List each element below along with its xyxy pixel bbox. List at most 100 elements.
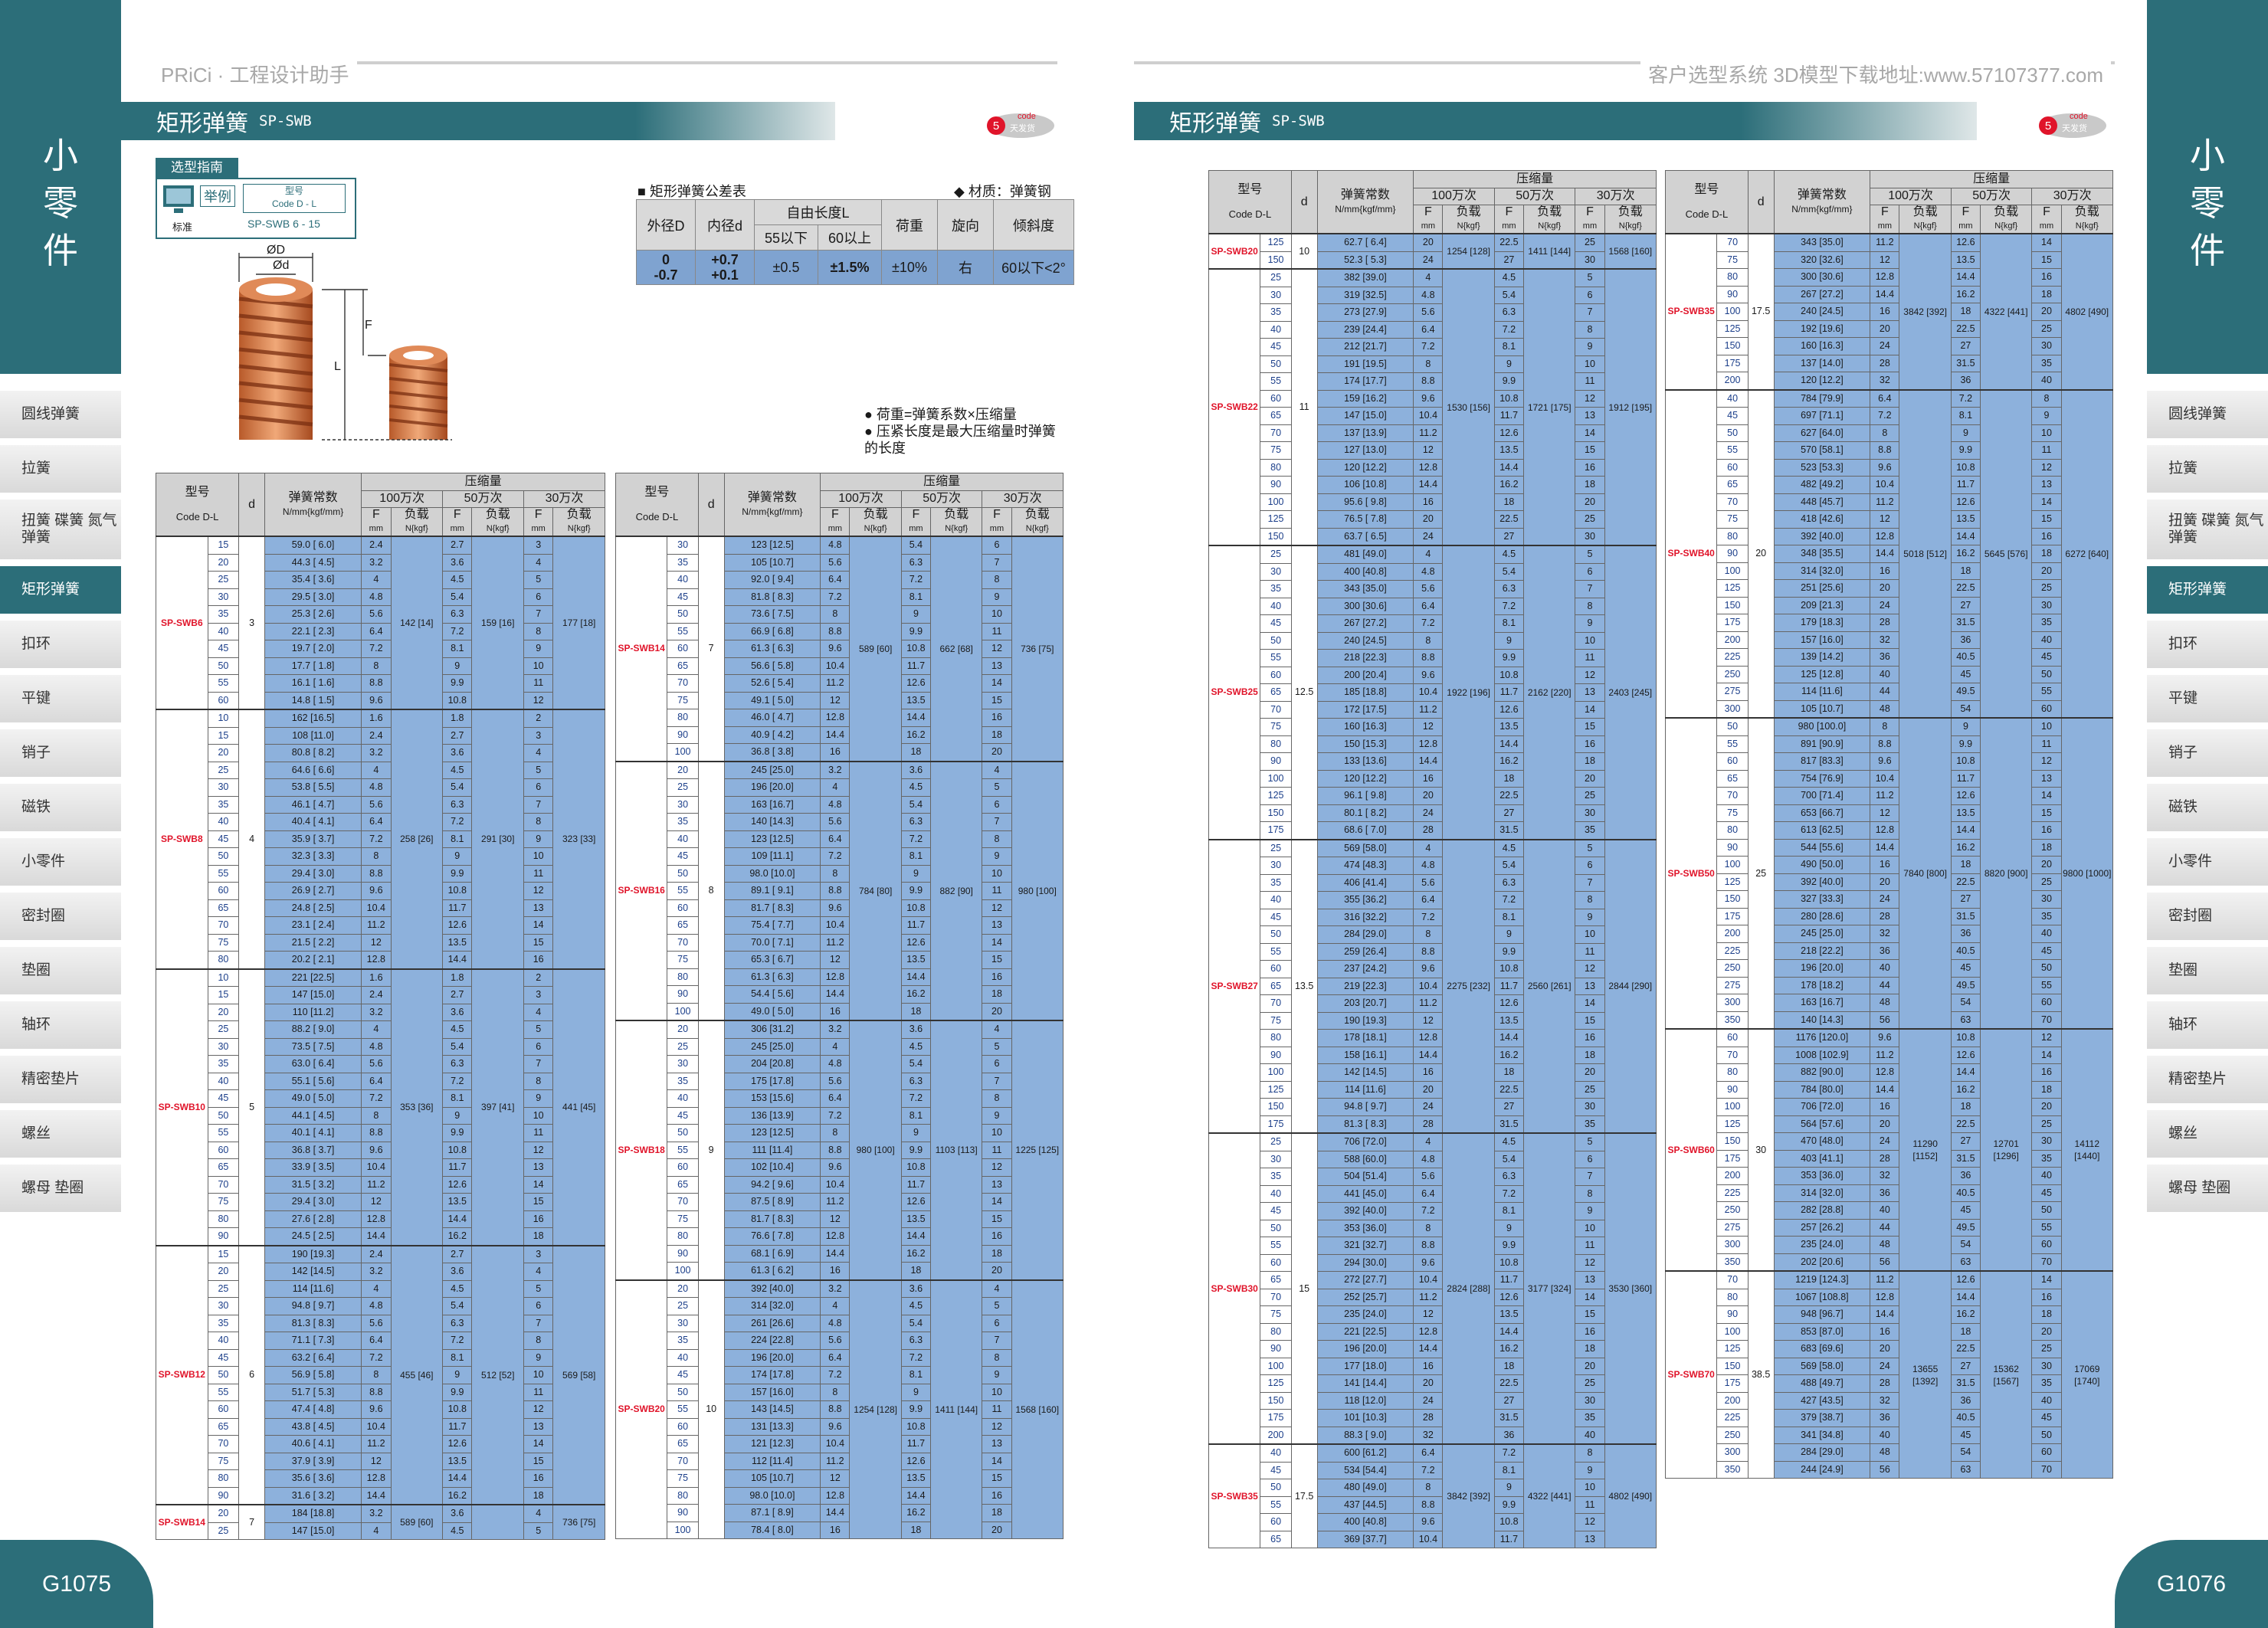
sidebar-item[interactable]: 轴环 xyxy=(0,1001,121,1049)
F-cell: 20 xyxy=(1413,1374,1444,1393)
table-row: 75 65.3 [ 6.7] 12 13.5 15 xyxy=(616,951,1064,969)
sidebar-item[interactable]: 精密垫片 xyxy=(2147,1056,2268,1103)
table-row: 125 141 [14.4] 20 22.5 25 xyxy=(1209,1374,1657,1393)
F-cell: 8.8 xyxy=(820,1141,850,1159)
F-cell: 16 xyxy=(523,951,554,969)
table-row: 60 817 [83.3] 9.6 10.8 12 xyxy=(1666,752,2113,771)
F-cell: 31.5 xyxy=(1493,1115,1525,1134)
sidebar-item[interactable]: 扣环 xyxy=(2147,621,2268,668)
rate-cell: 35.4 [ 3.6] xyxy=(264,571,362,589)
F-cell: 9.6 xyxy=(361,1400,392,1419)
sidebar-item[interactable]: 小零件 xyxy=(2147,838,2268,886)
rate-cell: 441 [45.0] xyxy=(1316,1184,1414,1203)
F-cell: 40.5 xyxy=(1950,1409,1981,1427)
F-cell: 5.4 xyxy=(1493,1150,1525,1168)
sidebar-item[interactable]: 小零件 xyxy=(0,838,121,886)
sidebar-item[interactable]: 磁铁 xyxy=(0,784,121,831)
sidebar-item[interactable]: 密封圈 xyxy=(0,893,121,940)
length-cell: 70 xyxy=(1260,994,1292,1013)
rate-cell: 81.8 [ 8.3] xyxy=(723,588,821,606)
rate-cell: 245 [25.0] xyxy=(723,760,821,779)
table-row: 55 40.1 [ 4.1] 8.8 9.9 11 xyxy=(156,1124,605,1142)
sidebar-item[interactable]: 圆线弹簧 xyxy=(2147,391,2268,438)
load-cell: 1568 [160] xyxy=(1604,233,1657,270)
rate-cell: 63.7 [ 6.5] xyxy=(1316,527,1414,546)
th-compression: 压缩量 xyxy=(1870,170,2113,188)
length-cell: 225 xyxy=(1716,942,1749,960)
sidebar-item[interactable]: 磁铁 xyxy=(2147,784,2268,831)
sidebar-item[interactable]: 垫圈 xyxy=(0,947,121,994)
F-cell: 3.6 xyxy=(900,1020,932,1039)
rate-cell: 282 [28.8] xyxy=(1773,1201,1871,1220)
load-cell: 1103 [113] xyxy=(929,1020,983,1280)
F-cell: 16 xyxy=(1870,1098,1900,1116)
F-cell: 7 xyxy=(982,1072,1012,1090)
F-cell: 8 xyxy=(361,1106,392,1125)
rate-cell: 240 [24.5] xyxy=(1316,631,1414,650)
rate-cell: 133 [13.6] xyxy=(1316,752,1414,771)
table-row: 80 76.6 [ 7.8] 12.8 14.4 16 xyxy=(616,1227,1064,1246)
tol-tilt: 60以下<2° xyxy=(993,250,1074,285)
sidebar-item[interactable]: 圆线弹簧 xyxy=(0,391,121,438)
sidebar-item[interactable]: 矩形弹簧 xyxy=(0,566,121,614)
length-cell: 20 xyxy=(207,1504,240,1523)
F-cell: 16 xyxy=(523,1469,554,1488)
length-cell: 350 xyxy=(1716,1011,1749,1030)
rate-cell: 140 [14.3] xyxy=(1773,1011,1871,1030)
rate-cell: 118 [12.0] xyxy=(1316,1391,1414,1410)
rate-cell: 137 [13.9] xyxy=(1316,424,1414,442)
sidebar-item[interactable]: 平键 xyxy=(2147,675,2268,722)
rate-cell: 488 [49.7] xyxy=(1773,1374,1871,1393)
sidebar-item[interactable]: 销子 xyxy=(0,729,121,777)
length-cell: 35 xyxy=(1260,303,1292,322)
F-cell: 5.6 xyxy=(820,1072,850,1090)
F-cell: 25 xyxy=(1575,1080,1605,1099)
rate-cell: 88.3 [ 9.0] xyxy=(1316,1426,1414,1445)
F-cell: 10.8 xyxy=(442,691,473,710)
F-cell: 20 xyxy=(1413,510,1444,529)
F-cell: 9 xyxy=(900,1383,932,1401)
sidebar-item[interactable]: 扣环 xyxy=(0,621,121,668)
table-row: 60 81.7 [ 8.3] 9.6 10.8 12 xyxy=(616,899,1064,917)
F-cell: 24 xyxy=(1870,337,1900,355)
load-cell: 397 [41] xyxy=(471,968,525,1246)
F-cell: 18 xyxy=(2031,1305,2062,1324)
sidebar-item[interactable]: 平键 xyxy=(0,675,121,722)
length-cell: 150 xyxy=(1260,527,1292,546)
F-cell: 12 xyxy=(2031,1028,2062,1047)
length-cell: 65 xyxy=(667,657,699,675)
load-cell: 1254 [128] xyxy=(849,1279,902,1539)
sidebar-item[interactable]: 螺丝 xyxy=(0,1110,121,1158)
d-cell: 8 xyxy=(697,760,725,1021)
F-cell: 18 xyxy=(1493,493,1525,511)
F-cell: 14.4 xyxy=(900,709,932,727)
F-cell: 31.5 xyxy=(1493,821,1525,840)
sidebar-item[interactable]: 螺母 垫圈 xyxy=(0,1164,121,1212)
rate-cell: 267 [27.2] xyxy=(1316,614,1414,633)
length-cell: 300 xyxy=(1716,1443,1749,1462)
F-cell: 12.6 xyxy=(900,1452,932,1470)
sidebar-item[interactable]: 销子 xyxy=(2147,729,2268,777)
F-cell: 7.2 xyxy=(1493,597,1525,615)
sidebar-item[interactable]: 垫圈 xyxy=(2147,947,2268,994)
rate-cell: 980 [100.0] xyxy=(1773,717,1871,736)
F-cell: 8.1 xyxy=(1493,614,1525,633)
sidebar-item[interactable]: 密封圈 xyxy=(2147,893,2268,940)
sidebar-item[interactable]: 扭簧 碟簧 氮气弹簧 xyxy=(0,500,121,559)
sidebar-item[interactable]: 螺丝 xyxy=(2147,1110,2268,1158)
sidebar-item[interactable]: 拉簧 xyxy=(0,445,121,493)
sidebar-item[interactable]: 扭簧 碟簧 氮气弹簧 xyxy=(2147,500,2268,559)
sidebar-item[interactable]: 螺母 垫圈 xyxy=(2147,1164,2268,1212)
F-cell: 5.6 xyxy=(361,605,392,624)
F-cell: 50 xyxy=(2031,665,2062,683)
rate-cell: 221 [22.5] xyxy=(1316,1322,1414,1341)
F-cell: 9.9 xyxy=(900,1400,932,1419)
sidebar-item[interactable]: 矩形弹簧 xyxy=(2147,566,2268,614)
sidebar-item[interactable]: 轴环 xyxy=(2147,1001,2268,1049)
sidebar-item[interactable]: 拉簧 xyxy=(2147,445,2268,493)
F-cell: 5 xyxy=(1575,838,1605,857)
load-cell: 177 [18] xyxy=(552,536,606,710)
th-cycles: 50万次 xyxy=(442,490,525,508)
sidebar-item[interactable]: 精密垫片 xyxy=(0,1056,121,1103)
